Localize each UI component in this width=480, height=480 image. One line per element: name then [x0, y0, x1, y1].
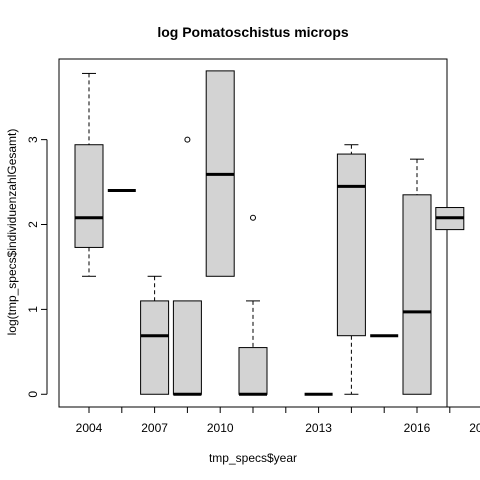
- box-group: [74, 72, 104, 277]
- x-axis: 2004 2007 2010 2013 2016 2019: [76, 406, 480, 435]
- box-iqr: [402, 194, 432, 395]
- x-tick-label: 2007: [141, 421, 168, 435]
- box-iqr: [336, 153, 366, 337]
- box-group: [336, 144, 366, 395]
- box-iqr: [238, 347, 268, 395]
- outlier-point: [250, 214, 256, 221]
- chart-title: log Pomatoschistus microps: [157, 24, 349, 40]
- y-axis-label: log(tmp_specs$individuenzahlGesamt): [5, 129, 19, 336]
- box-iqr: [74, 144, 104, 248]
- box-group: [238, 214, 268, 396]
- box-iqr: [172, 300, 202, 395]
- outlier-point: [184, 136, 191, 143]
- x-axis-label: tmp_specs$year: [209, 451, 297, 465]
- x-tick-label: 2016: [404, 421, 431, 435]
- x-tick-label: 2013: [305, 421, 332, 435]
- box-group: [172, 136, 202, 396]
- box-iqr: [140, 300, 170, 395]
- box-group: [140, 275, 170, 395]
- y-tick-label: 1: [26, 306, 40, 313]
- y-tick-label: 3: [26, 136, 40, 143]
- y-tick-label: 2: [26, 221, 40, 228]
- box-group: [205, 70, 235, 277]
- boxes: [74, 70, 465, 396]
- box-group: [402, 158, 432, 395]
- x-tick-label: 2004: [76, 421, 103, 435]
- x-tick-label: 2019: [469, 421, 480, 435]
- y-axis: 0 1 2 3: [26, 136, 48, 398]
- box-group: [435, 207, 465, 231]
- y-tick-label: 0: [26, 391, 40, 398]
- x-tick-label: 2010: [207, 421, 234, 435]
